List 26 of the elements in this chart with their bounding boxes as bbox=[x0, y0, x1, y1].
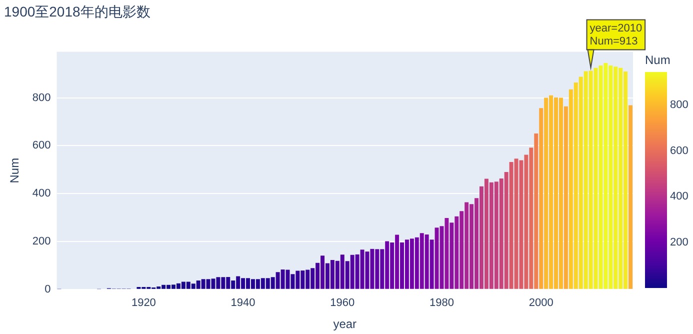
x-tick-label: 1920 bbox=[131, 297, 156, 310]
y-tick-label: 0 bbox=[44, 283, 51, 296]
x-axis-title: year bbox=[333, 317, 357, 332]
bar bbox=[539, 108, 544, 289]
x-tick-label: 2000 bbox=[528, 297, 554, 310]
color-bar-label: 200 bbox=[670, 236, 688, 248]
chart-title: 1900至2018年的电影数 bbox=[4, 3, 150, 20]
annotation: year=2010 Num=913 bbox=[590, 22, 642, 48]
x-tick-label: 1940 bbox=[230, 297, 256, 310]
x-tick-label: 1960 bbox=[330, 297, 355, 310]
bar bbox=[628, 105, 633, 289]
bar bbox=[395, 234, 400, 289]
y-tick-label: 200 bbox=[32, 236, 51, 248]
color-bar-label: 400 bbox=[670, 190, 688, 203]
bar bbox=[568, 89, 573, 289]
bar bbox=[534, 133, 538, 289]
y-axis-title: Num bbox=[8, 158, 22, 184]
y-tick-label: 600 bbox=[32, 140, 51, 152]
x-tick-label: 1980 bbox=[430, 297, 454, 310]
y-tick-label: 400 bbox=[32, 188, 51, 200]
bar bbox=[320, 256, 325, 289]
bar bbox=[564, 106, 568, 289]
color-bar-label: 800 bbox=[670, 99, 688, 112]
y-tick-label: 800 bbox=[32, 92, 51, 104]
color-bar-label: 600 bbox=[670, 144, 688, 157]
color-bar-title: Num bbox=[645, 53, 670, 67]
